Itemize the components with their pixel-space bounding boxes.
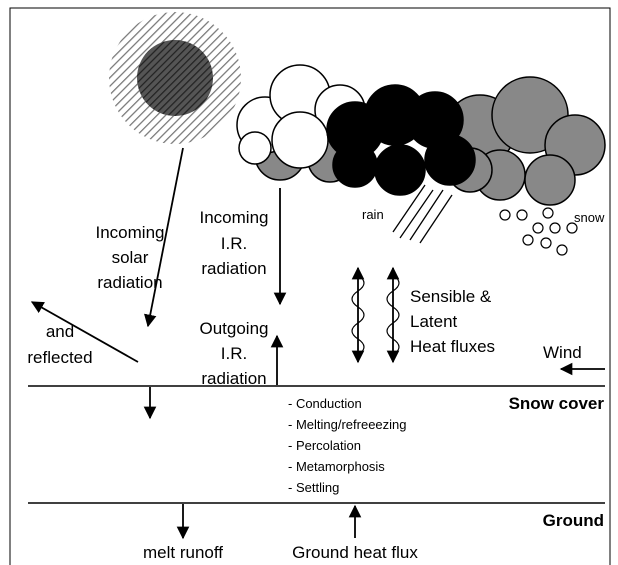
label: I.R. [221, 344, 247, 363]
label: Incoming [96, 223, 165, 242]
clouds [236, 64, 606, 206]
label: reflected [27, 348, 92, 367]
process: - Settling [288, 480, 339, 495]
label: I.R. [221, 234, 247, 253]
label: Sensible & [410, 287, 492, 306]
process: - Conduction [288, 396, 362, 411]
label: rain [362, 207, 384, 222]
label: radiation [201, 259, 266, 278]
label: Ground [543, 511, 604, 530]
sun [109, 12, 241, 144]
label: Outgoing [200, 319, 269, 338]
frame [9, 7, 611, 565]
label: and [46, 322, 74, 341]
label: solar [112, 248, 149, 267]
label: radiation [97, 273, 162, 292]
label: Ground heat flux [292, 543, 418, 562]
label: melt runoff [143, 543, 223, 562]
arrows [30, 147, 605, 540]
label: Heat fluxes [410, 337, 495, 356]
snowflakes [499, 207, 578, 256]
process: - Melting/refreeezing [288, 417, 407, 432]
label: Incoming [200, 208, 269, 227]
process: - Percolation [288, 438, 361, 453]
rain [392, 184, 453, 244]
label: Wind [543, 343, 582, 362]
label: snow [574, 210, 605, 225]
label: radiation [201, 369, 266, 388]
label: Snow cover [509, 394, 605, 413]
label: Latent [410, 312, 458, 331]
process: - Metamorphosis [288, 459, 385, 474]
